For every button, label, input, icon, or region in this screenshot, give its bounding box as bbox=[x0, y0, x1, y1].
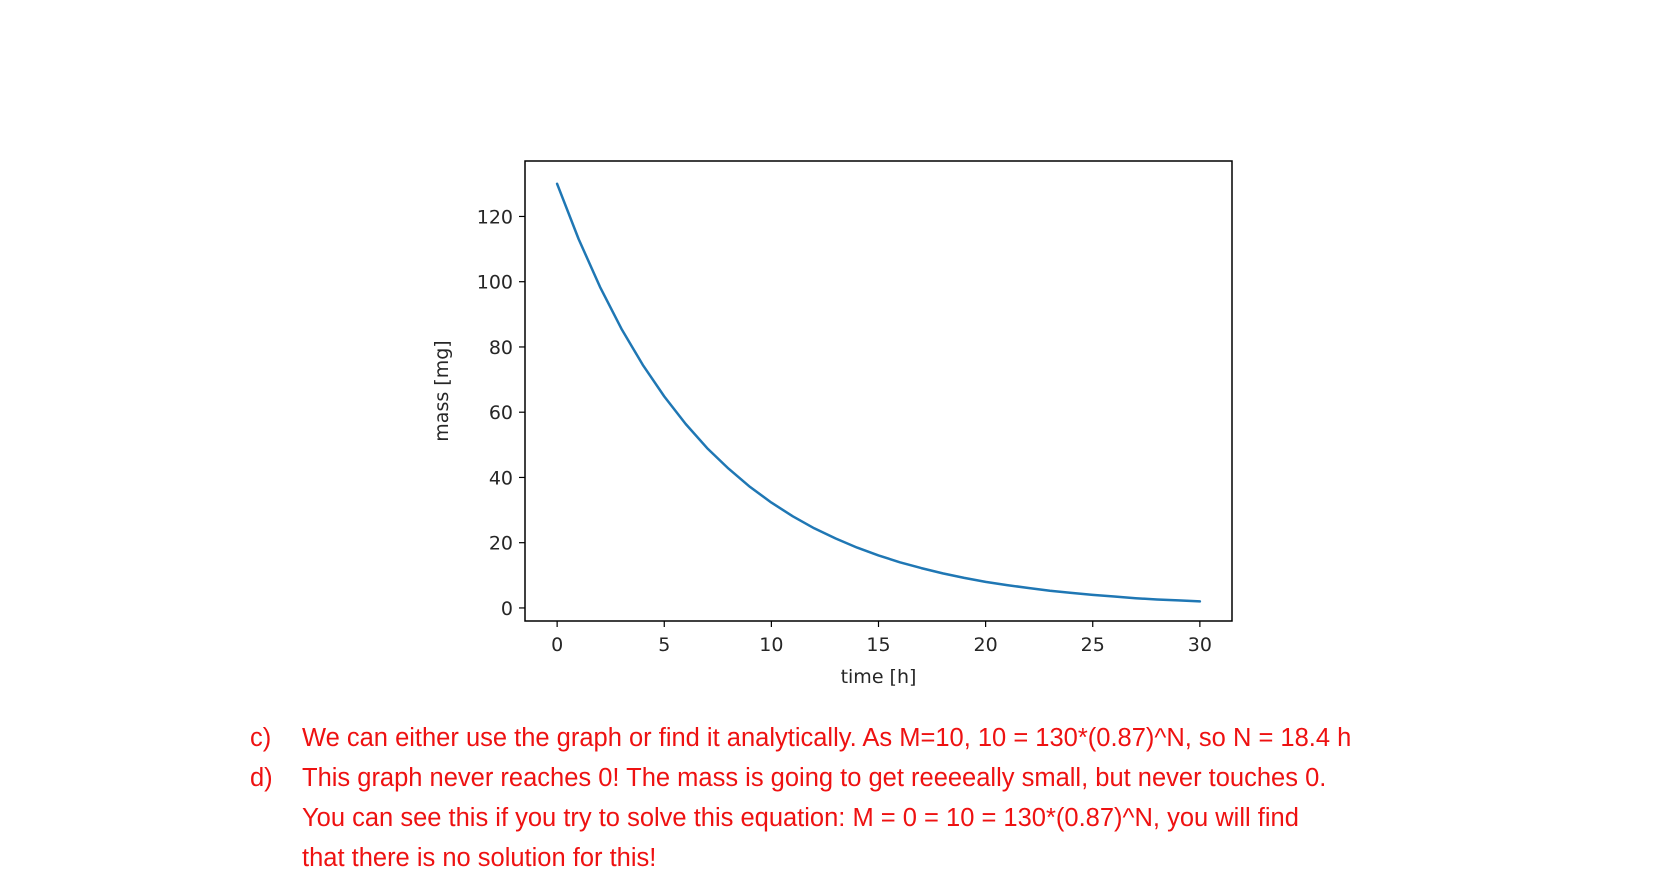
x-tick-label: 30 bbox=[1188, 634, 1212, 656]
y-tick-label: 0 bbox=[501, 598, 513, 620]
note-label: c) bbox=[250, 724, 272, 752]
y-tick-label: 20 bbox=[489, 533, 513, 555]
decay-chart: 0 5 10 15 20 25 30 0 20 40 60 80 100 120 time [h] ma… bbox=[431, 160, 1233, 688]
y-tick-label: 120 bbox=[477, 206, 513, 228]
x-tick-label: 20 bbox=[974, 634, 998, 656]
note-c: c) We can either use the graph or find i… bbox=[250, 718, 1630, 758]
note-label: d) bbox=[250, 764, 273, 792]
y-tick-label: 40 bbox=[489, 467, 513, 489]
y-axis-label: mass [mg] bbox=[431, 340, 453, 441]
plot-area bbox=[555, 182, 1202, 603]
x-tick-label: 15 bbox=[866, 634, 890, 656]
y-axis-ticks: 0 20 40 60 80 100 120 bbox=[477, 206, 525, 620]
note-d: d) This graph never reaches 0! The mass … bbox=[250, 758, 1630, 878]
note-text: We can either use the graph or find it a… bbox=[302, 724, 1352, 752]
x-axis-ticks: 0 5 10 15 20 25 30 bbox=[551, 621, 1212, 656]
axes-frame bbox=[524, 160, 1233, 622]
y-tick-label: 80 bbox=[489, 337, 513, 359]
x-tick-label: 25 bbox=[1081, 634, 1105, 656]
y-tick-label: 60 bbox=[489, 402, 513, 424]
x-tick-label: 0 bbox=[551, 634, 563, 656]
x-axis-label: time [h] bbox=[841, 666, 917, 688]
x-tick-label: 10 bbox=[759, 634, 783, 656]
note-text: This graph never reaches 0! The mass is … bbox=[302, 764, 1327, 872]
x-tick-label: 5 bbox=[658, 634, 670, 656]
y-tick-label: 100 bbox=[477, 272, 513, 294]
answer-notes: c) We can either use the graph or find i… bbox=[250, 718, 1630, 878]
series-line bbox=[555, 182, 1202, 603]
